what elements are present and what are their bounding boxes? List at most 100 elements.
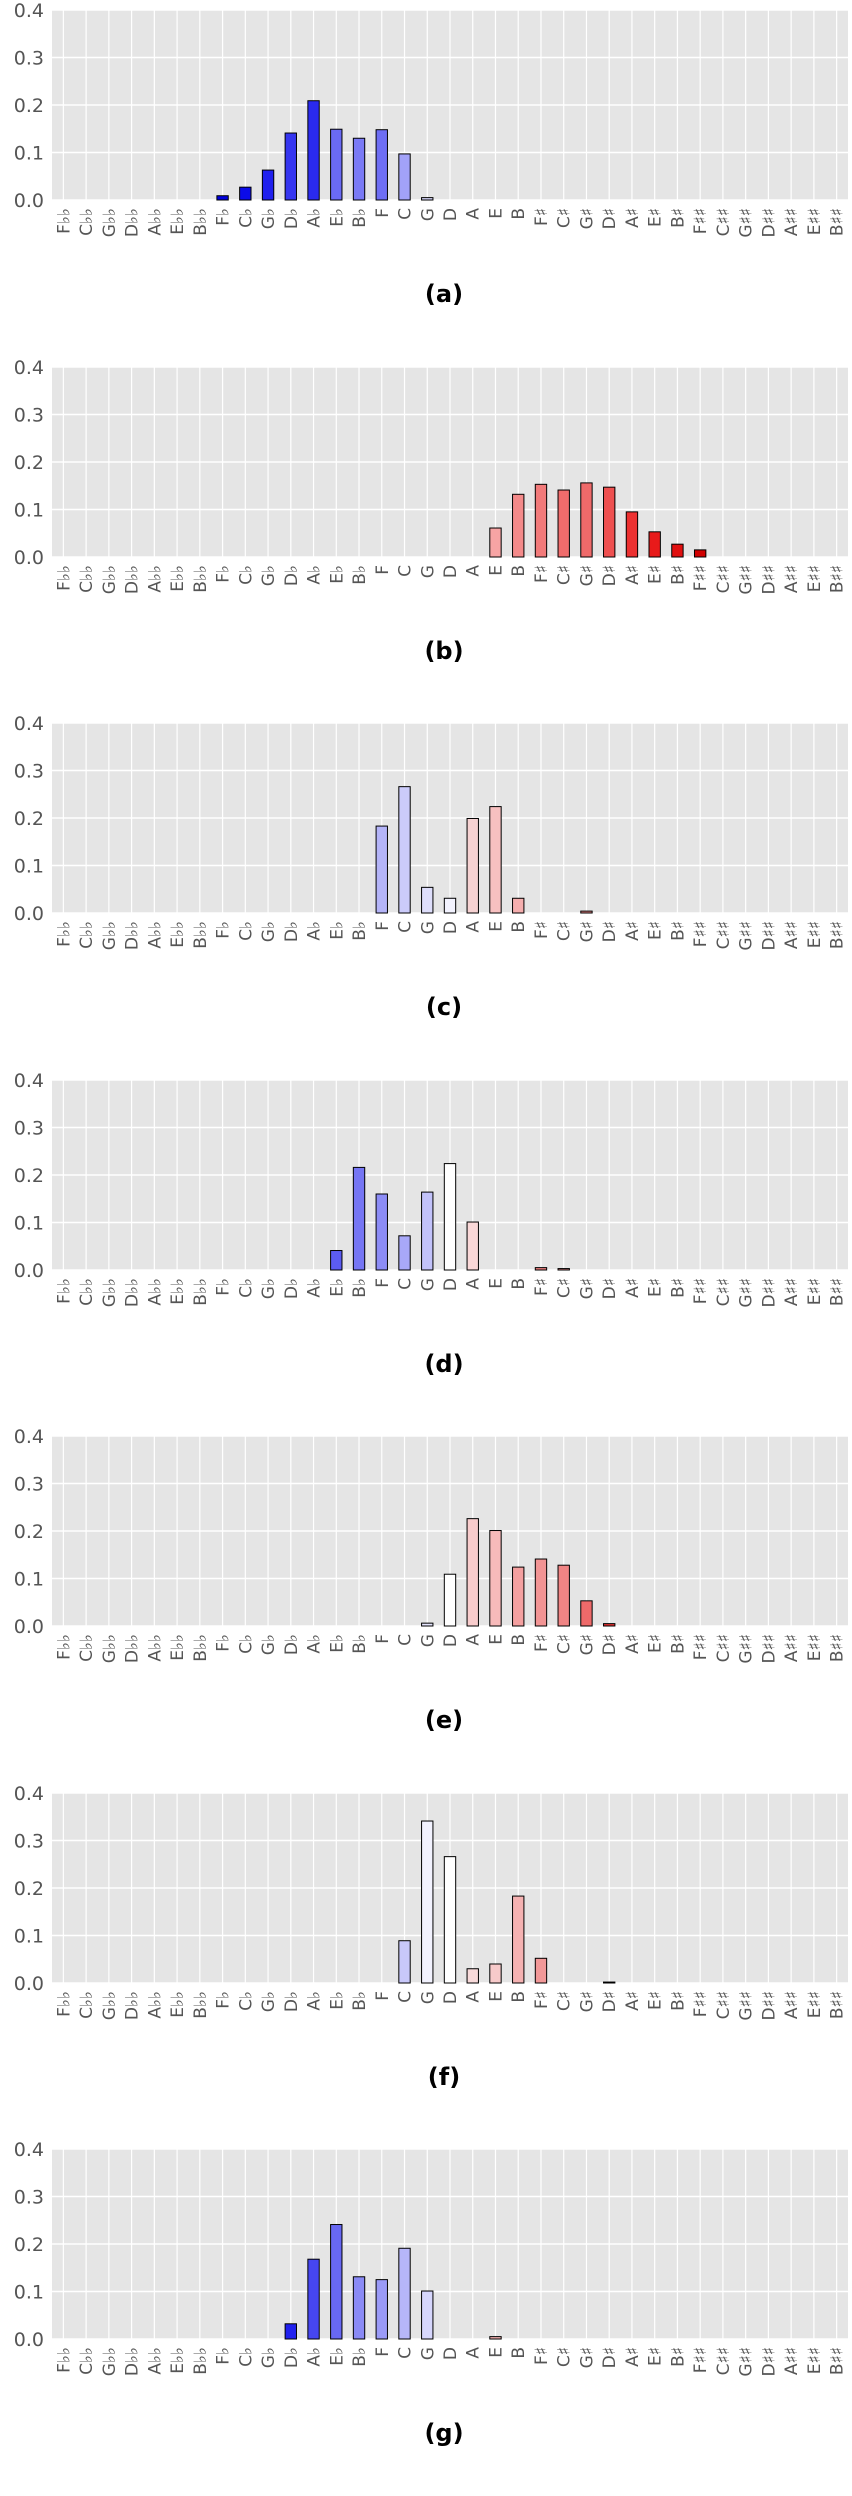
bar: [216, 195, 229, 201]
x-tick-label: B♯♯: [828, 1991, 848, 2019]
x-tick-label: C♯♯: [714, 2347, 734, 2375]
x-tick-label: B♭♭: [191, 1634, 211, 1662]
x-tick-label: F: [373, 1278, 393, 1288]
bar: [648, 530, 661, 557]
x-tick-label: E♯♯: [805, 1991, 825, 2018]
x-tick-label: E♭♭: [168, 208, 188, 235]
bar: [466, 1967, 479, 1983]
y-tick-label: 0.0: [14, 1616, 44, 1638]
x-tick-label: D: [441, 208, 461, 221]
x-tick-label: E♭♭: [168, 1991, 188, 2018]
x-tick-label: D♭: [282, 921, 302, 942]
x-tick-label: C♯: [555, 2347, 575, 2367]
x-tick-label: G♯♯: [737, 1991, 757, 2021]
bar: [557, 1564, 570, 1627]
x-tick-label: E♯: [646, 1278, 666, 1297]
y-tick-label: 0.1: [14, 2282, 44, 2304]
bar-chart-panel: 0.0 0.1 0.2 0.3 0.4 F♭♭ C♭♭ G♭♭ D♭♭ A♭♭ E♭♭ B♭♭ F♭ C♭…: [14, 1070, 848, 1378]
bar: [580, 910, 593, 914]
y-tick-label: 0.4: [14, 1783, 44, 1805]
x-tick-label: C♯♯: [714, 565, 734, 593]
x-tick-label: D♯♯: [759, 565, 779, 595]
x-tick-label: C♭: [236, 565, 256, 585]
x-tick-label: E♭: [327, 1278, 347, 1297]
x-tick-label: G♭: [259, 1634, 279, 1655]
x-tick-label: E♭♭: [168, 1634, 188, 1661]
x-tick-label: B♯: [668, 2347, 688, 2367]
x-tick-label: G♭: [259, 1991, 279, 2012]
x-tick-label: A♭: [305, 2347, 325, 2367]
bar: [625, 510, 639, 557]
x-tick-label: C♭: [236, 1991, 256, 2011]
y-tick-label: 0.2: [14, 1165, 44, 1187]
bar: [489, 1963, 502, 1983]
y-tick-label: 0.3: [14, 404, 44, 426]
x-tick-label: C♯♯: [714, 921, 734, 949]
bar: [557, 489, 570, 557]
x-tick-label: D: [441, 2347, 461, 2360]
y-tick-label: 0.0: [14, 547, 44, 569]
x-tick-label: G♭: [259, 1278, 279, 1299]
x-tick-label: C♭♭: [77, 565, 97, 593]
y-tick-label: 0.1: [14, 1212, 44, 1234]
x-tick-label: C♭: [236, 2347, 256, 2367]
y-tick-label: 0.2: [14, 2234, 44, 2256]
x-tick-label: B♯♯: [828, 2347, 848, 2375]
x-tick-label: A♭♭: [145, 565, 165, 593]
x-tick-label: B♭: [350, 1278, 370, 1298]
x-tick-label: B♭: [350, 1634, 370, 1654]
x-tick-label: D: [441, 1634, 461, 1647]
x-tick-label: F♭♭: [54, 1278, 74, 1304]
x-tick-label: G: [418, 1278, 438, 1291]
x-tick-label: G♯: [577, 565, 597, 586]
x-tick-label: C♭♭: [77, 2347, 97, 2375]
x-tick-label: D♯♯: [759, 208, 779, 238]
x-tick-label: B♯♯: [828, 208, 848, 236]
bar-chart-panel: 0.0 0.1 0.2 0.3 0.4 F♭♭ C♭♭ G♭♭ D♭♭ A♭♭ E♭♭ B♭♭ F♭ C♭…: [14, 1426, 848, 1734]
x-tick-label: G♯: [577, 1634, 597, 1655]
bar: [375, 129, 388, 201]
x-tick-label: G: [418, 2347, 438, 2360]
x-tick-label: G♯: [577, 1278, 597, 1299]
x-tick-label: F♭: [214, 208, 234, 226]
x-tick-label: B♯: [668, 208, 688, 228]
x-tick-label: D♭♭: [123, 1991, 143, 2020]
x-tick-label: D: [441, 1278, 461, 1291]
y-tick-label: 0.3: [14, 48, 44, 70]
x-tick-label: D♭: [282, 1991, 302, 2012]
bar: [330, 128, 343, 201]
bar: [307, 100, 320, 201]
panel-label: (e): [425, 1706, 463, 1734]
x-tick-label: E♯♯: [805, 208, 825, 235]
x-tick-label: A♭: [305, 1991, 325, 2011]
x-tick-label: F♭: [214, 1634, 234, 1652]
x-tick-label: B♭♭: [191, 1278, 211, 1306]
x-tick-label: E♭♭: [168, 2347, 188, 2374]
x-tick-label: C♯♯: [714, 1991, 734, 2019]
x-tick-label: B: [509, 1991, 529, 2003]
bar-chart-panel: 0.0 0.1 0.2 0.3 0.4 F♭♭ C♭♭ G♭♭ D♭♭ A♭♭ E♭♭ B♭♭ F♭ C♭…: [14, 357, 848, 665]
y-tick-label: 0.2: [14, 452, 44, 474]
x-tick-label: A♯: [623, 1278, 643, 1298]
y-tick-label: 0.4: [14, 1070, 44, 1092]
x-tick-label: G♭♭: [100, 2347, 120, 2376]
x-tick-label: G: [418, 208, 438, 221]
bar-chart-panel: 0.0 0.1 0.2 0.3 0.4 F♭♭ C♭♭ G♭♭ D♭♭ A♭♭ E♭♭ B♭♭ F♭ C♭…: [14, 1783, 848, 2091]
bar: [352, 2276, 366, 2340]
y-tick-label: 0.0: [14, 1260, 44, 1282]
x-tick-label: C♭♭: [77, 1278, 97, 1306]
x-tick-label: F♭: [214, 1991, 234, 2009]
bar: [512, 1566, 525, 1627]
x-tick-label: A♯♯: [782, 921, 802, 949]
x-tick-label: F♯♯: [691, 1991, 711, 2017]
x-tick-label: C♯♯: [714, 208, 734, 236]
y-tick-label: 0.4: [14, 713, 44, 735]
x-tick-label: C♭: [236, 1634, 256, 1654]
x-tick-label: B♭: [350, 2347, 370, 2367]
bar: [398, 786, 411, 914]
x-tick-label: F: [373, 921, 393, 931]
bar: [466, 1221, 479, 1270]
x-tick-label: A♭: [305, 1278, 325, 1298]
y-tick-label: 0.4: [14, 357, 44, 379]
